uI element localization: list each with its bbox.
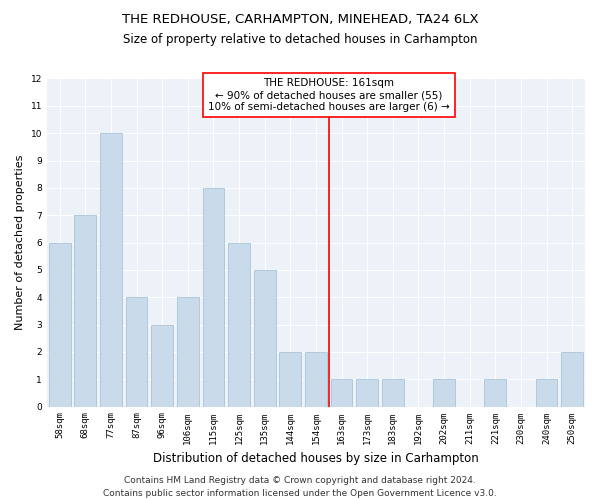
Bar: [49, 242, 71, 406]
Bar: [228, 242, 250, 406]
Bar: [484, 379, 506, 406]
Bar: [254, 270, 275, 406]
Bar: [433, 379, 455, 406]
Bar: [203, 188, 224, 406]
Bar: [126, 297, 148, 406]
Bar: [151, 324, 173, 406]
Bar: [331, 379, 352, 406]
Y-axis label: Number of detached properties: Number of detached properties: [15, 155, 25, 330]
Text: THE REDHOUSE: 161sqm
← 90% of detached houses are smaller (55)
10% of semi-detac: THE REDHOUSE: 161sqm ← 90% of detached h…: [208, 78, 449, 112]
Text: Size of property relative to detached houses in Carhampton: Size of property relative to detached ho…: [123, 32, 477, 46]
Text: THE REDHOUSE, CARHAMPTON, MINEHEAD, TA24 6LX: THE REDHOUSE, CARHAMPTON, MINEHEAD, TA24…: [122, 12, 478, 26]
Bar: [561, 352, 583, 406]
X-axis label: Distribution of detached houses by size in Carhampton: Distribution of detached houses by size …: [153, 452, 479, 465]
Bar: [74, 215, 96, 406]
Bar: [280, 352, 301, 406]
Bar: [177, 297, 199, 406]
Bar: [382, 379, 404, 406]
Bar: [536, 379, 557, 406]
Bar: [305, 352, 327, 406]
Bar: [356, 379, 378, 406]
Text: Contains HM Land Registry data © Crown copyright and database right 2024.
Contai: Contains HM Land Registry data © Crown c…: [103, 476, 497, 498]
Bar: [100, 133, 122, 406]
